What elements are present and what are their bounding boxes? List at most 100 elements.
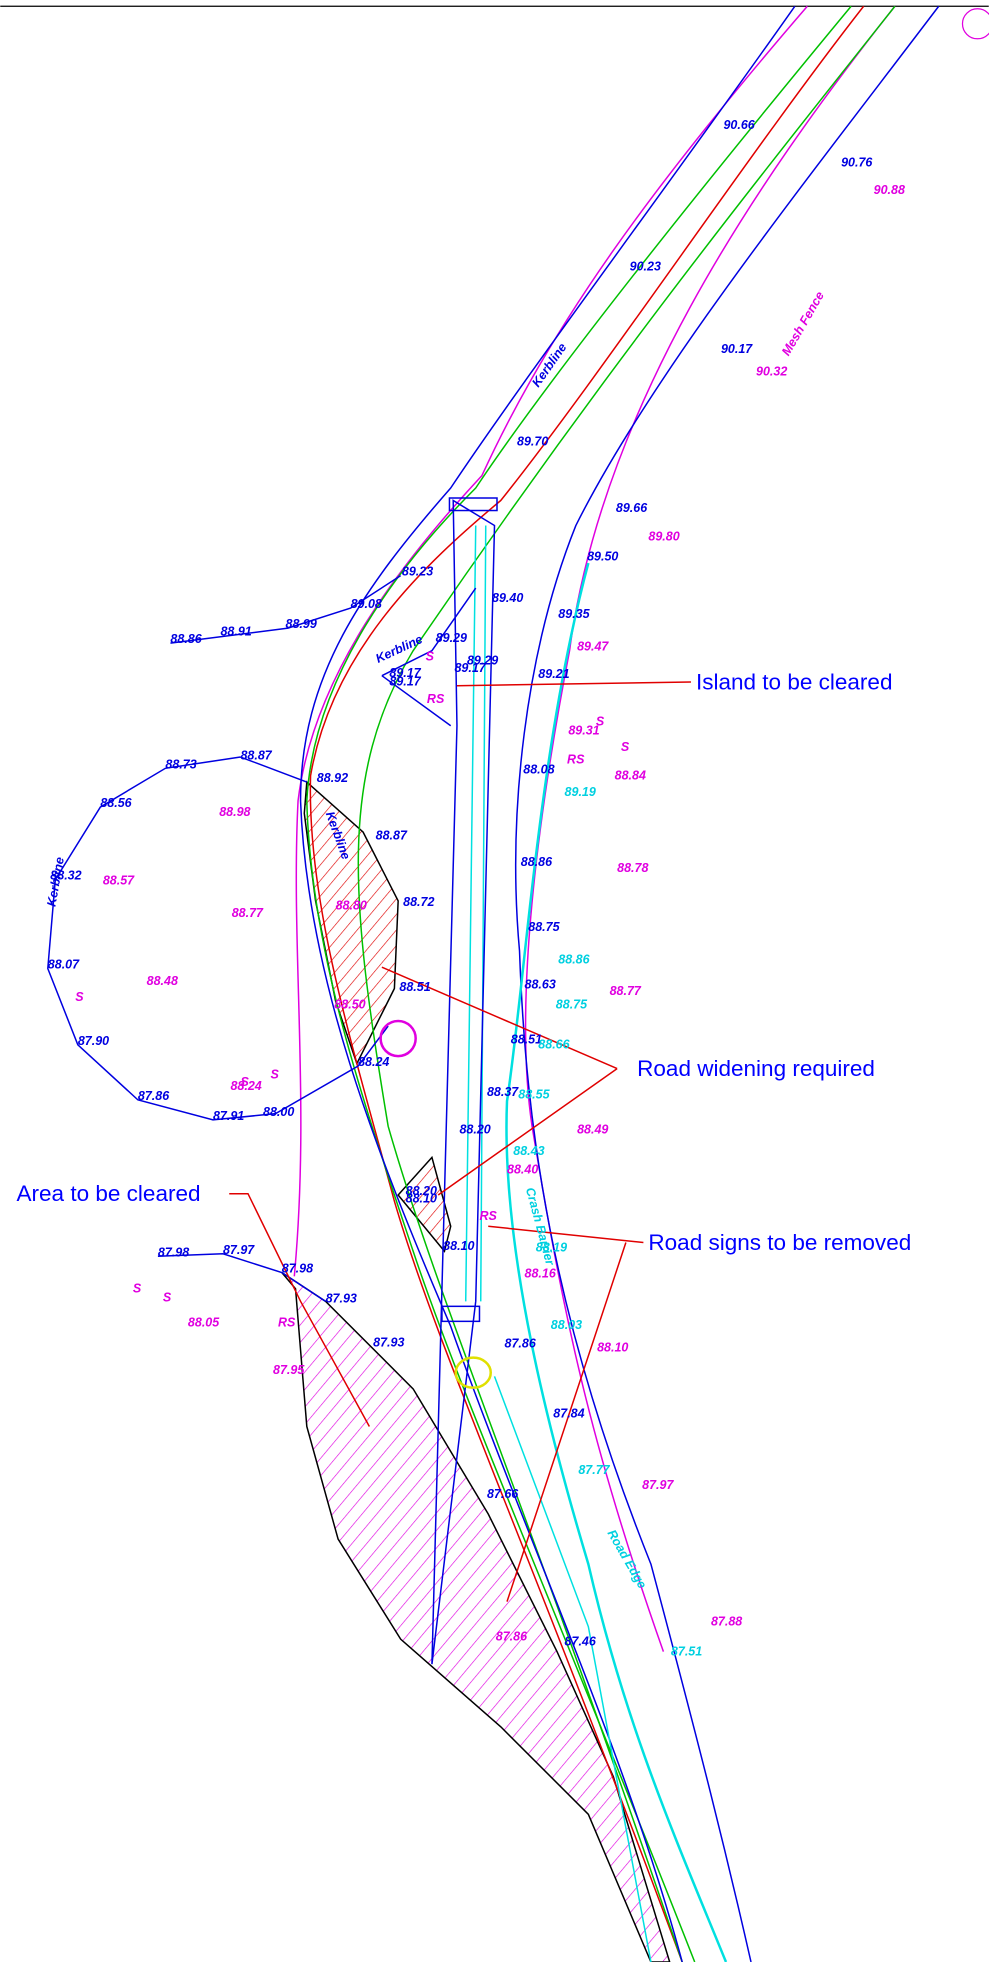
spot-level: 88.48 — [147, 974, 178, 988]
spot-level: 90.23 — [630, 259, 661, 273]
spot-level: 89.66 — [616, 501, 648, 515]
spot-level: 89.17 — [389, 675, 421, 689]
line — [515, 5, 940, 1962]
symbol-label: RS — [278, 1315, 296, 1329]
kerb — [157, 1253, 326, 1302]
spot-level: 88.40 — [507, 1163, 538, 1177]
spot-level: 89.40 — [492, 591, 523, 605]
annotation: Road signs to be removed — [648, 1230, 911, 1255]
spot-level: 89.08 — [351, 597, 382, 611]
island — [431, 499, 496, 1665]
spot-level: 90.17 — [721, 342, 753, 356]
spot-level: 89.50 — [587, 550, 618, 564]
kerb — [170, 574, 477, 727]
spot-level: 89.29 — [436, 631, 467, 645]
spot-level: 88.99 — [286, 617, 317, 631]
box — [441, 1305, 481, 1323]
spot-level: 88.98 — [219, 805, 250, 819]
feature-label: Road Edge — [605, 1527, 650, 1591]
spot-level: 87.46 — [565, 1634, 597, 1648]
spot-level: 88.49 — [577, 1123, 608, 1137]
spot-level: 87.97 — [642, 1478, 674, 1492]
spot-level: 87.93 — [373, 1335, 404, 1349]
spot-level: 87.77 — [578, 1463, 610, 1477]
spot-level: 88.87 — [240, 749, 272, 763]
spot-level: 87.86 — [505, 1337, 537, 1351]
spot-level: 88.84 — [615, 769, 646, 783]
spot-level: 87.88 — [711, 1614, 742, 1628]
symbol-label: S — [426, 650, 435, 664]
spot-level: 87.90 — [78, 1034, 109, 1048]
line — [293, 5, 808, 1277]
spot-level: 87.98 — [282, 1262, 313, 1276]
spot-level: 87.93 — [326, 1292, 357, 1306]
line — [306, 5, 852, 1962]
spot-level: 88.80 — [336, 899, 367, 913]
symbol — [379, 1019, 417, 1058]
spot-level: 88.10 — [597, 1340, 628, 1354]
spot-level: 88.91 — [220, 625, 251, 639]
spot-level: 89.31 — [568, 723, 599, 737]
spot-level: 89.23 — [402, 565, 433, 579]
symbol-label: S — [621, 740, 630, 754]
spot-level: 89.47 — [577, 640, 609, 654]
line — [299, 5, 796, 1962]
spot-level: 88.51 — [511, 1033, 542, 1047]
spot-level: 88.92 — [317, 771, 348, 785]
spot-level: 88.05 — [188, 1315, 220, 1329]
spot-level: 88.51 — [399, 980, 430, 994]
spot-level: 87.84 — [553, 1407, 584, 1421]
symbol-label: S — [75, 990, 84, 1004]
annotation: Road widening required — [637, 1056, 875, 1081]
spot-level: 88.10 — [406, 1191, 437, 1205]
spot-level: 89.70 — [517, 434, 548, 448]
spot-level: 88.19 — [536, 1240, 567, 1254]
symbol-label: RS — [427, 692, 445, 706]
spot-level: 87.66 — [487, 1487, 519, 1501]
symbol-label: RS — [479, 1209, 497, 1223]
spot-level: 88.37 — [487, 1085, 519, 1099]
spot-level: 89.21 — [538, 667, 569, 681]
spot-level: 87.51 — [671, 1644, 702, 1658]
feature-label: Mesh Fence — [779, 289, 827, 358]
spot-level: 88.77 — [610, 984, 642, 998]
spot-level: 88.57 — [103, 874, 135, 888]
spot-level: 88.73 — [165, 757, 196, 771]
symbol-label: S — [133, 1282, 142, 1296]
spot-level: 88.10 — [443, 1239, 474, 1253]
symbol-label: S — [163, 1290, 172, 1304]
marker — [961, 8, 989, 40]
spot-level: 88.86 — [558, 952, 590, 966]
spot-level: 88.07 — [48, 957, 80, 971]
spot-level: 89.29 — [467, 653, 498, 667]
leaders — [229, 681, 691, 1602]
line — [357, 5, 896, 1962]
spot-level: 88.75 — [528, 920, 560, 934]
spot-level: 90.76 — [841, 155, 873, 169]
spot-level: 87.98 — [158, 1245, 189, 1259]
line — [464, 525, 652, 1962]
spot-level: 88.00 — [263, 1105, 294, 1119]
hatch-widen — [397, 1155, 452, 1253]
spot-level: 87.97 — [223, 1243, 255, 1257]
spot-level: 88.87 — [376, 829, 408, 843]
spot-level: 90.32 — [756, 364, 787, 378]
spot-level: 88.66 — [538, 1038, 570, 1052]
symbol-label: S — [596, 715, 605, 729]
feature-label: Crash Barrier — [523, 1186, 557, 1268]
spot-level: 89.17 — [389, 666, 421, 680]
symbol-label: RS — [567, 752, 585, 766]
spot-level: 88.08 — [523, 762, 554, 776]
spot-level: 90.88 — [874, 183, 905, 197]
linework — [47, 5, 940, 1962]
spot-level: 87.91 — [213, 1109, 244, 1123]
symbol — [454, 1356, 492, 1389]
spot-level: 88.72 — [403, 895, 434, 909]
spot-level: 90.66 — [723, 118, 755, 132]
spot-level: 89.35 — [558, 607, 590, 621]
symbol-label: S — [271, 1068, 280, 1082]
annotation: Island to be cleared — [696, 669, 893, 694]
spot-level: 88.43 — [513, 1144, 544, 1158]
spot-level: 88.03 — [551, 1318, 582, 1332]
